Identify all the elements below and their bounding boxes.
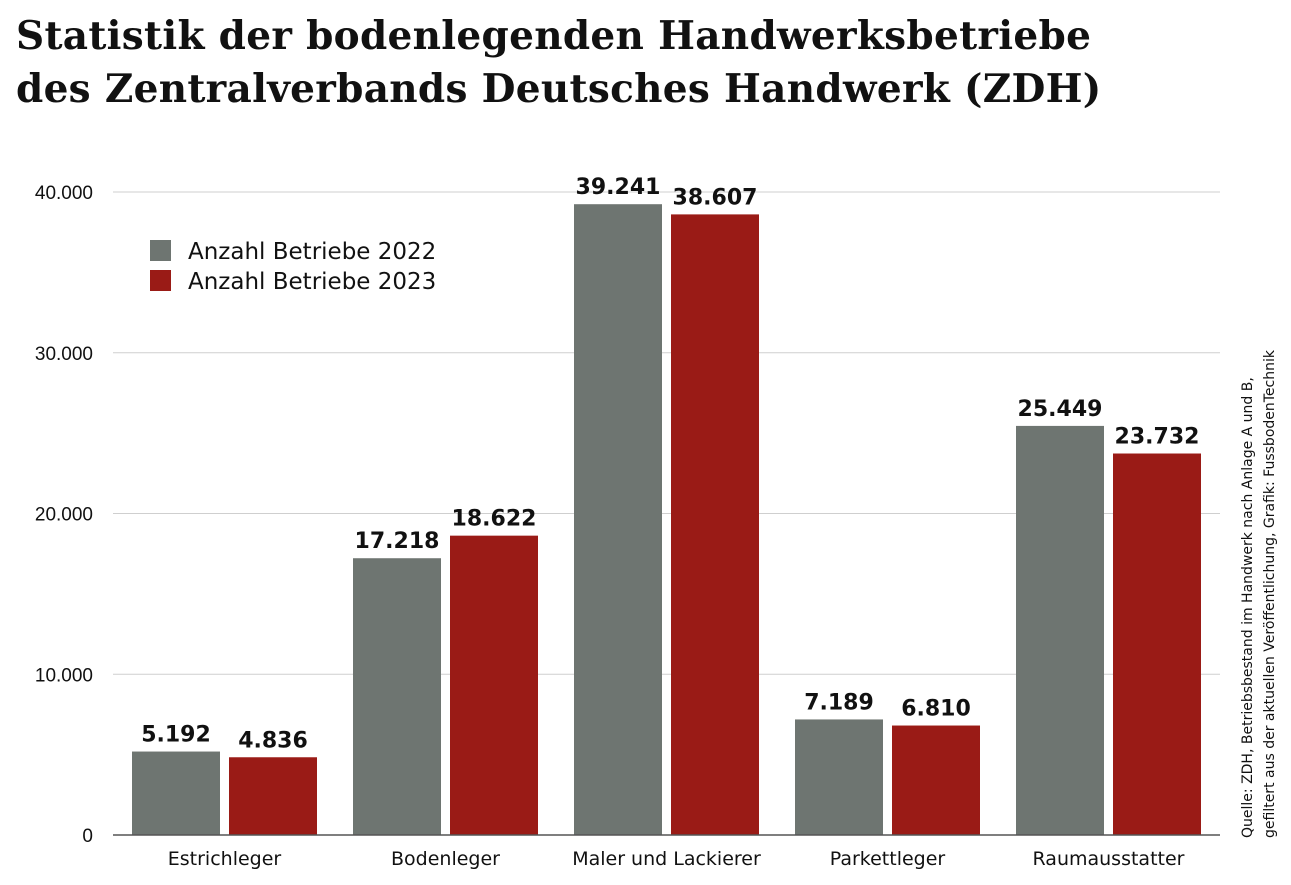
- bar: [229, 757, 317, 835]
- legend-swatch: [150, 270, 171, 291]
- bar: [353, 558, 441, 835]
- data-label: 7.189: [804, 690, 874, 715]
- data-label: 39.241: [576, 175, 661, 200]
- data-label: 18.622: [452, 507, 537, 532]
- data-label: 38.607: [673, 185, 758, 210]
- data-label: 4.836: [238, 728, 308, 753]
- data-label: 6.810: [901, 697, 971, 722]
- data-label: 17.218: [355, 529, 440, 554]
- x-tick-label: Raumausstatter: [1033, 848, 1185, 870]
- bar: [450, 535, 538, 835]
- y-tick-label: 10.000: [35, 665, 93, 686]
- y-tick-label: 40.000: [35, 183, 93, 204]
- chart-title-line-1: Statistik der bodenlegenden Handwerksbet…: [16, 13, 1092, 59]
- source-note: gefiltert aus der aktuellen Veröffentlic…: [1262, 349, 1278, 838]
- legend-label: Anzahl Betriebe 2023: [188, 269, 436, 295]
- legend-label: Anzahl Betriebe 2022: [188, 239, 436, 265]
- x-tick-label: Bodenleger: [391, 848, 500, 870]
- bar: [1113, 453, 1201, 835]
- bar: [892, 725, 980, 835]
- y-tick-label: 30.000: [35, 344, 93, 365]
- source-note: Quelle: ZDH, Betriebsbestand im Handwerk…: [1240, 377, 1256, 838]
- y-tick-label: 0: [82, 826, 93, 847]
- bar: [795, 719, 883, 835]
- chart-title-line-2: des Zentralverbands Deutsches Handwerk (…: [16, 66, 1102, 112]
- chart-title: Statistik der bodenlegenden Handwerksbet…: [16, 10, 1102, 116]
- data-label: 25.449: [1018, 397, 1103, 422]
- x-tick-label: Parkettleger: [830, 848, 946, 870]
- legend-swatch: [150, 240, 171, 261]
- bar: [132, 751, 220, 835]
- bar: [574, 204, 662, 835]
- data-label: 5.192: [141, 723, 211, 748]
- x-tick-label: Maler und Lackierer: [572, 848, 761, 870]
- bar: [1016, 425, 1104, 835]
- data-label: 23.732: [1115, 425, 1200, 450]
- x-tick-label: Estrichleger: [168, 848, 282, 870]
- bar: [671, 214, 759, 836]
- y-tick-label: 20.000: [35, 505, 93, 526]
